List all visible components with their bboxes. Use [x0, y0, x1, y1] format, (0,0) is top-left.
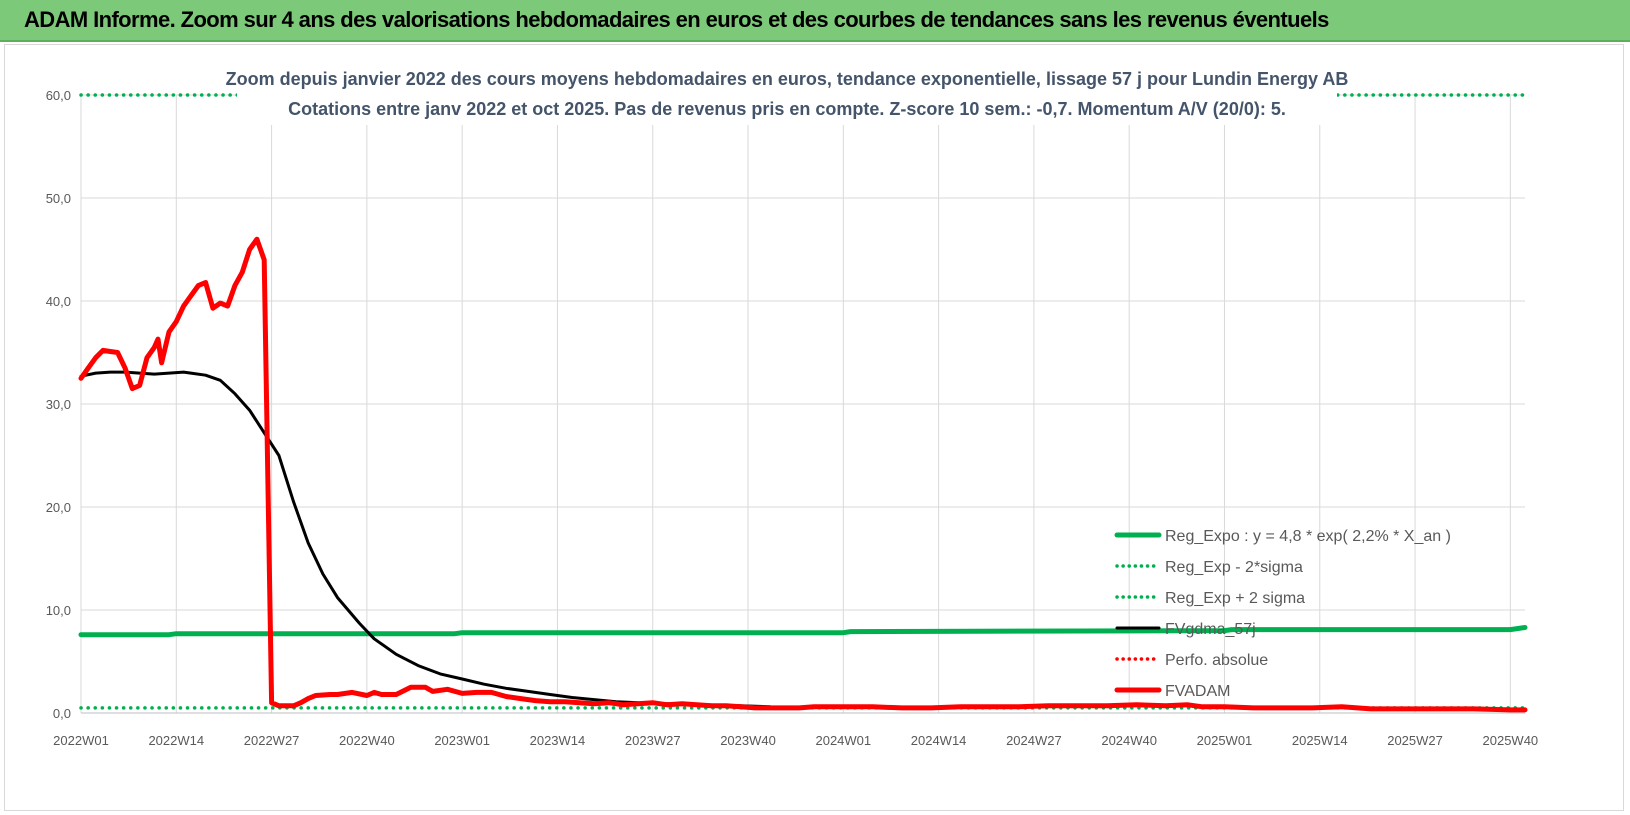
- y-tick-label: 40,0: [46, 294, 71, 309]
- x-tick-label: 2024W01: [815, 733, 871, 748]
- header-bar: ADAM Informe. Zoom sur 4 ans des valoris…: [0, 0, 1630, 42]
- x-tick-label: 2022W40: [339, 733, 395, 748]
- x-tick-label: 2025W40: [1483, 733, 1539, 748]
- x-tick-label: 2022W14: [148, 733, 204, 748]
- series-line-fvadam: [78, 236, 1528, 713]
- chart-subtitle: Cotations entre janv 2022 et oct 2025. P…: [288, 99, 1286, 119]
- x-tick-label: 2024W27: [1006, 733, 1062, 748]
- x-tick-label: 2022W01: [53, 733, 109, 748]
- x-axis-ticks: 2022W01 2022W14 2022W27 2022W40 2023W01 2023W…: [53, 733, 1538, 748]
- chart-area: Zoom depuis janvier 2022 des cours moyen…: [4, 44, 1624, 811]
- legend-label: Reg_Exp + 2 sigma: [1165, 590, 1305, 607]
- grid-lines: [80, 94, 1525, 714]
- legend: Reg_Expo : y = 4,8 * exp( 2,2% * X_an ) R…: [1114, 528, 1451, 700]
- legend-label: Reg_Expo : y = 4,8 * exp( 2,2% * X_an ): [1165, 528, 1451, 545]
- x-tick-label: 2025W27: [1387, 733, 1443, 748]
- legend-label: Reg_Exp - 2*sigma: [1165, 559, 1303, 576]
- y-tick-label: 30,0: [46, 397, 71, 412]
- x-tick-label: 2024W40: [1101, 733, 1157, 748]
- y-tick-label: 50,0: [46, 191, 71, 206]
- y-tick-label: 0,0: [53, 706, 71, 721]
- legend-label: FVADAM: [1165, 683, 1230, 700]
- y-tick-label: 10,0: [46, 603, 71, 618]
- x-tick-label: 2023W01: [434, 733, 490, 748]
- y-axis-ticks: 0,0 10,0 20,0 30,0 40,0 50,0 60,0: [46, 88, 71, 721]
- x-tick-label: 2024W14: [911, 733, 967, 748]
- legend-label: Perfo. absolue: [1165, 652, 1268, 669]
- legend-label: FVgdma_57j: [1165, 621, 1256, 638]
- x-tick-label: 2023W14: [530, 733, 586, 748]
- x-tick-label: 2023W40: [720, 733, 776, 748]
- x-tick-label: 2023W27: [625, 733, 681, 748]
- x-tick-label: 2025W01: [1197, 733, 1253, 748]
- chart-title: Zoom depuis janvier 2022 des cours moyen…: [226, 69, 1349, 89]
- x-tick-label: 2025W14: [1292, 733, 1348, 748]
- title-background: [237, 59, 1337, 125]
- series-lines: [78, 93, 1528, 713]
- y-tick-label: 60,0: [46, 88, 71, 103]
- page-title: ADAM Informe. Zoom sur 4 ans des valoris…: [24, 7, 1329, 32]
- x-tick-label: 2022W27: [244, 733, 300, 748]
- chart-title-block: Zoom depuis janvier 2022 des cours moyen…: [226, 59, 1349, 125]
- series-line-reg-expo-y-4-8-exp-2-2-x-an: [78, 625, 1528, 638]
- chart-svg: Zoom depuis janvier 2022 des cours moyen…: [46, 59, 1538, 748]
- y-tick-label: 20,0: [46, 500, 71, 515]
- series-line-fvgdma-57j: [79, 370, 772, 709]
